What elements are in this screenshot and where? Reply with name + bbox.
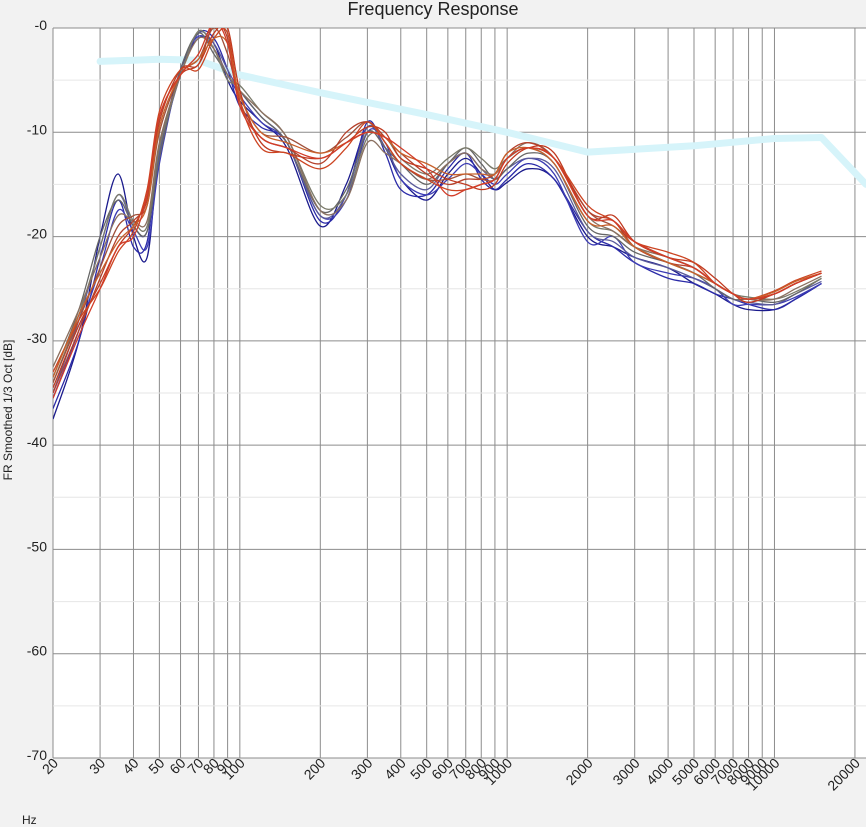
- y-tick-label: -60: [27, 643, 47, 659]
- series-line-10: [53, 28, 822, 373]
- x-axis-unit: Hz: [22, 813, 37, 827]
- x-tick-label: 4000: [643, 755, 676, 788]
- y-tick-label: -70: [27, 747, 47, 763]
- target-curve: [96, 55, 866, 188]
- y-tick-label: -40: [27, 434, 47, 450]
- x-tick-label: 3000: [609, 755, 642, 788]
- y-tick-label: -0: [35, 17, 48, 33]
- y-tick-label: -10: [27, 121, 47, 137]
- series-line-3: [53, 31, 822, 394]
- y-axis-label: FR Smoothed 1/3 Oct [dB]: [1, 340, 15, 481]
- chart-title: Frequency Response: [347, 0, 518, 19]
- x-tick-label: 2000: [562, 755, 595, 788]
- series-line-11: [53, 35, 822, 378]
- x-tick-label: 300: [348, 755, 376, 783]
- series-line-2: [53, 34, 822, 399]
- y-tick-label: -50: [27, 538, 47, 554]
- series-layer: [53, 28, 866, 420]
- x-tick-label: 20000: [824, 755, 863, 794]
- x-tick-label: 400: [381, 755, 409, 783]
- x-tick-label: 200: [301, 755, 329, 783]
- y-tick-label: -30: [27, 330, 47, 346]
- horizontal-grid-lines: [53, 27, 866, 759]
- series-line-12: [53, 28, 822, 399]
- y-tick-labels: -0 -10 -20 -30 -40 -50 -60 -70: [27, 17, 47, 763]
- y-tick-label: -20: [27, 226, 47, 242]
